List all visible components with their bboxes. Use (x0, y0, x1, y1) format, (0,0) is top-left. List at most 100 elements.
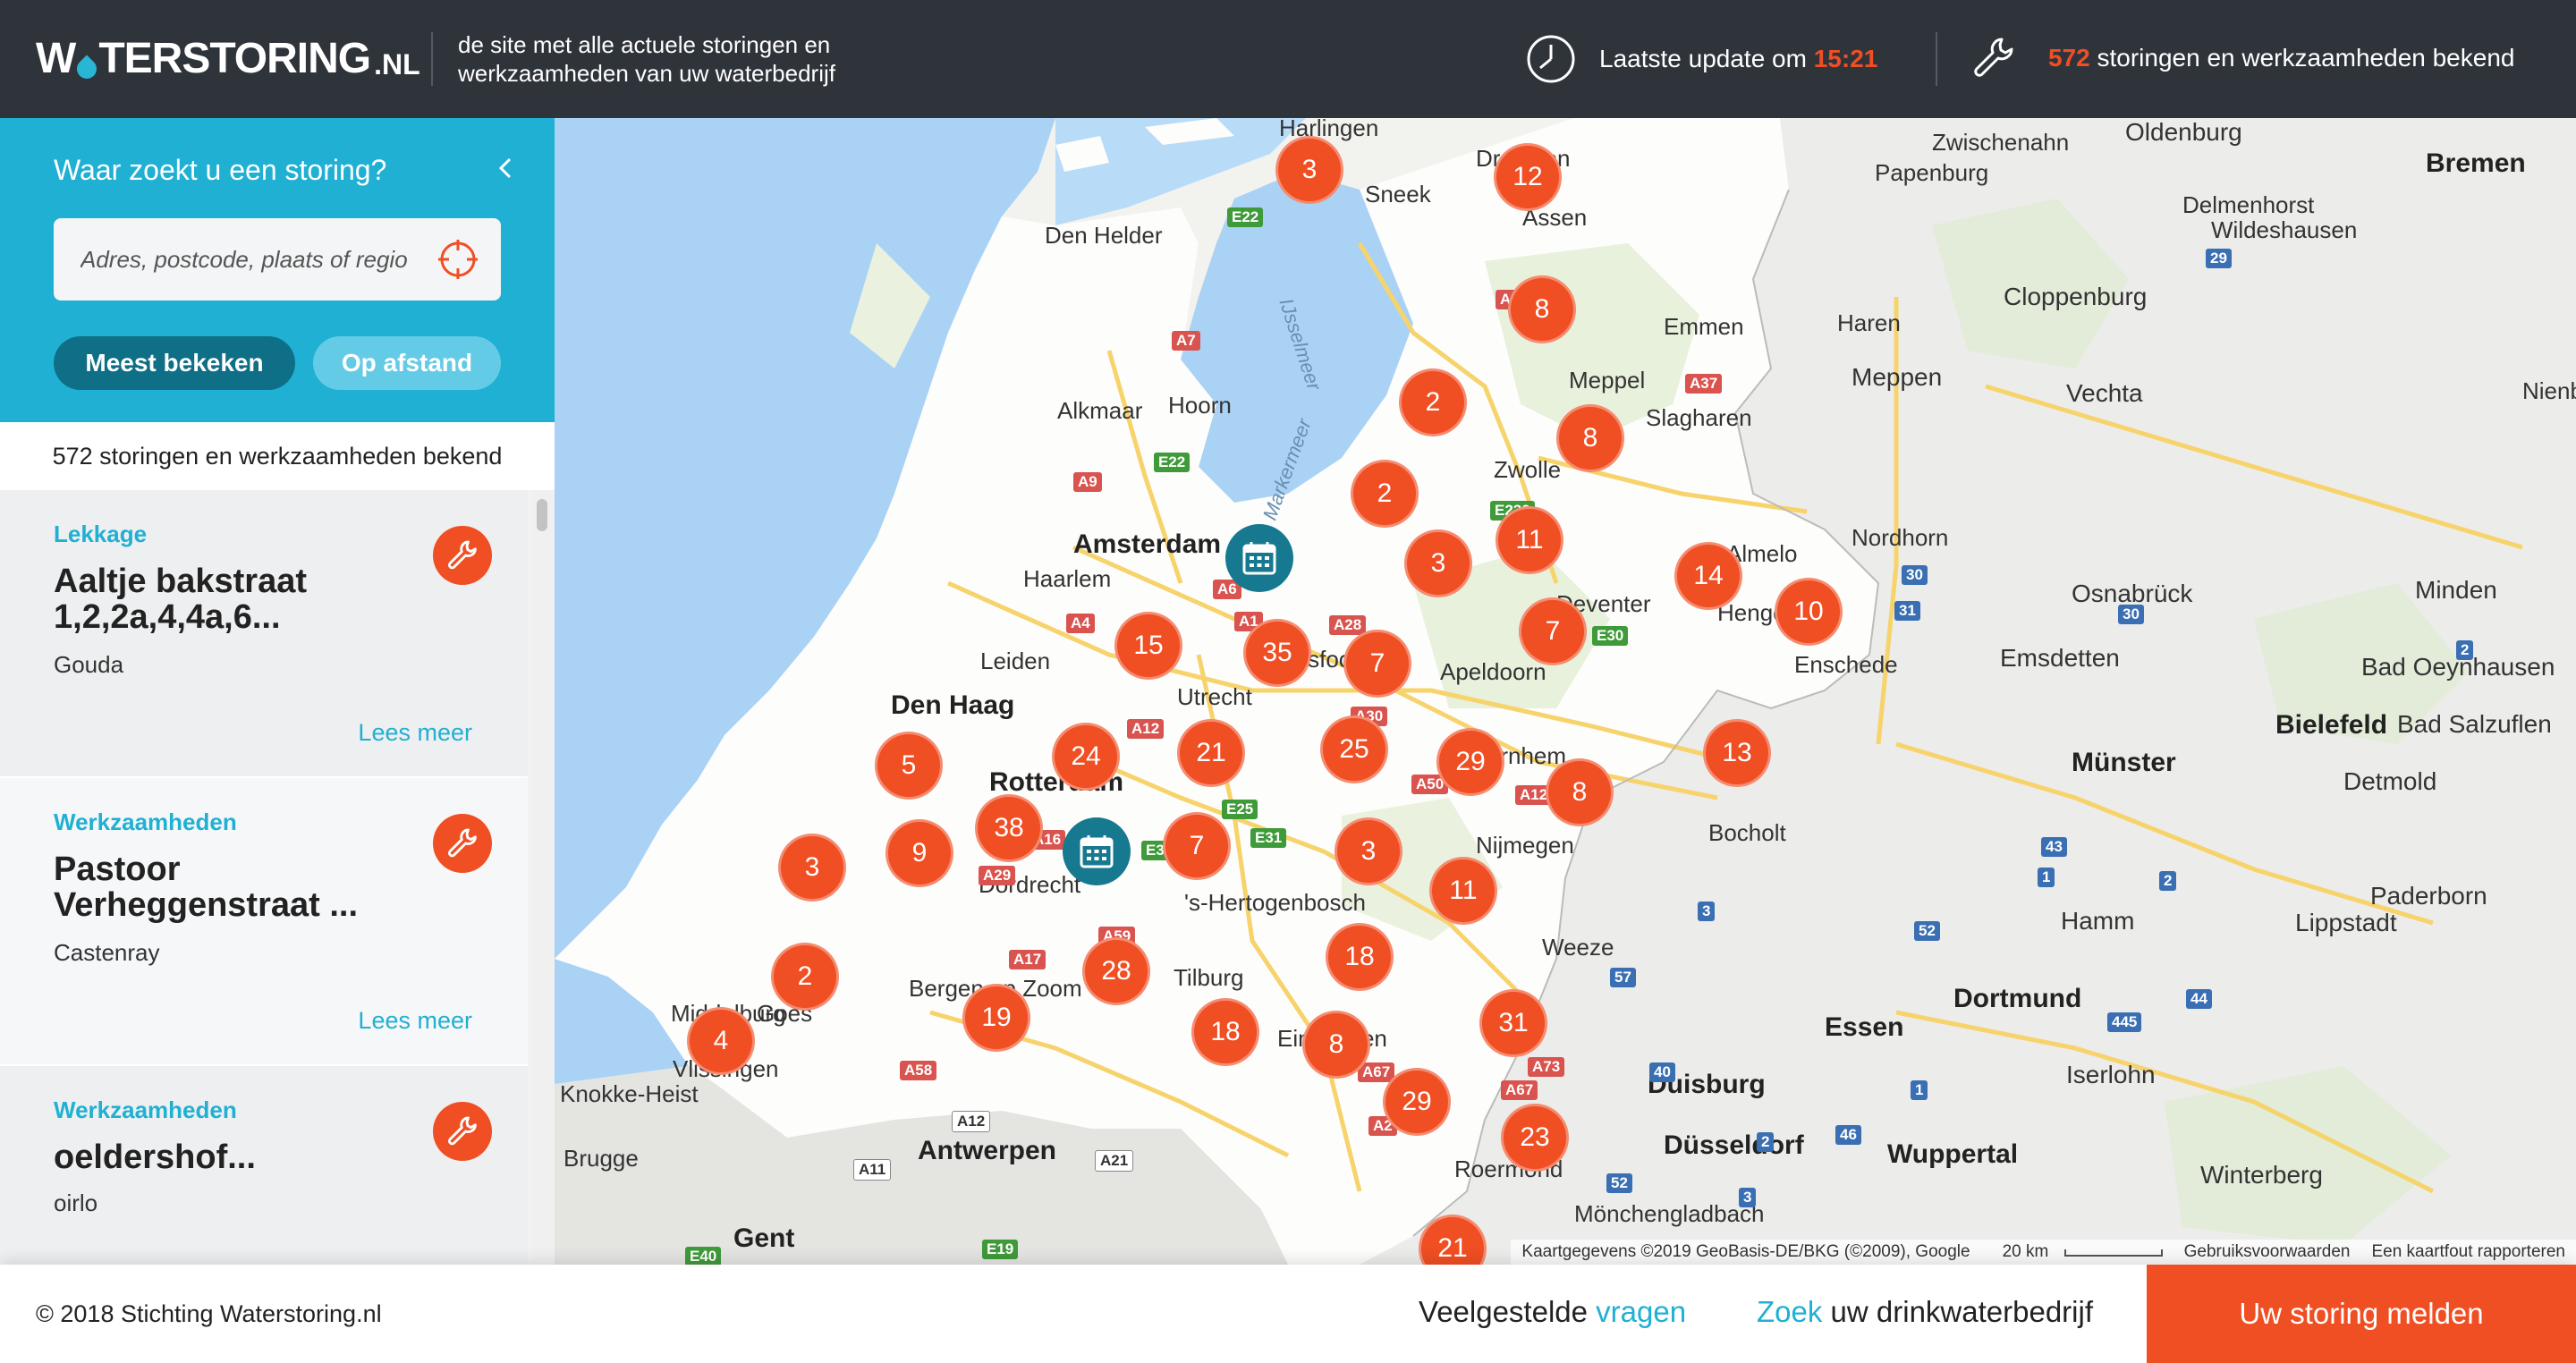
road-shield: 52 (1606, 1173, 1632, 1193)
road-shield: 57 (1610, 968, 1636, 987)
cluster-marker[interactable]: 8 (1508, 275, 1576, 343)
road-shield: 29 (2206, 249, 2232, 268)
road-shield: 43 (2041, 837, 2067, 857)
calendar-icon (1242, 542, 1276, 575)
cluster-marker[interactable]: 5 (875, 732, 943, 800)
place-label: Weeze (1542, 934, 1614, 961)
cluster-marker[interactable]: 10 (1775, 578, 1843, 646)
place-label: Düsseldorf (1664, 1130, 1804, 1160)
site-tagline: de site met alle actuele storingen en we… (458, 31, 835, 87)
cluster-marker[interactable]: 2 (771, 943, 839, 1011)
cluster-marker[interactable]: 11 (1429, 857, 1497, 925)
read-more-link[interactable]: Lees meer (358, 1007, 472, 1034)
cluster-marker[interactable]: 18 (1326, 923, 1394, 991)
locate-icon[interactable] (436, 238, 479, 281)
place-label: Hamm (2061, 907, 2135, 935)
cluster-marker[interactable]: 12 (1494, 143, 1562, 211)
place-label: Oldenburg (2125, 118, 2242, 146)
cluster-marker[interactable]: 19 (962, 984, 1030, 1052)
scroll-thumb[interactable] (537, 499, 547, 531)
cluster-marker[interactable]: 29 (1436, 728, 1504, 796)
list-item[interactable]: Lekkage Aaltje bakstraat 1,2,2a,4,4a,6..… (0, 490, 528, 778)
map[interactable]: Harlingen Drachten Zwischenahn Oldenburg… (555, 118, 2576, 1265)
cluster-marker[interactable]: 18 (1191, 998, 1259, 1066)
map-background (555, 118, 2576, 1265)
road-shield: A6 (1213, 580, 1241, 599)
list-item[interactable]: Werkzaamheden Pastoor Verheggenstraat ..… (0, 778, 528, 1066)
logo-main-b: TERSTORING (98, 35, 371, 82)
filter-distance-button[interactable]: Op afstand (313, 336, 501, 390)
place-label: Meppel (1569, 367, 1646, 394)
cluster-marker[interactable]: 14 (1674, 542, 1742, 610)
item-category: Werkzaamheden (54, 808, 237, 835)
place-label: Bielefeld (2275, 710, 2388, 740)
search-title: Waar zoekt u een storing? (54, 154, 387, 186)
report-outage-button[interactable]: Uw storing melden (2147, 1265, 2576, 1363)
cluster-marker[interactable]: 7 (1163, 812, 1231, 880)
cluster-marker[interactable]: 38 (975, 794, 1043, 862)
last-update-label: Laatste update om (1599, 45, 1814, 72)
cluster-marker[interactable]: 7 (1343, 630, 1411, 698)
chevron-left-icon[interactable] (490, 152, 522, 184)
road-shield: E19 (982, 1240, 1019, 1259)
cluster-marker[interactable]: 21 (1177, 719, 1245, 787)
cluster-marker[interactable]: 24 (1052, 723, 1120, 791)
place-label: Amsterdam (1073, 529, 1222, 559)
road-shield: 3 (1739, 1188, 1757, 1207)
calendar-marker[interactable] (1225, 524, 1293, 592)
cluster-marker[interactable]: 29 (1383, 1068, 1451, 1136)
road-shield: E22 (1154, 453, 1191, 472)
cluster-marker[interactable]: 3 (778, 834, 846, 902)
road-shield: A67 (1358, 1062, 1395, 1082)
map-report-error-link[interactable]: Een kaartfout rapporteren (2371, 1242, 2565, 1261)
filter-most-viewed-button[interactable]: Meest bekeken (54, 336, 295, 390)
road-shield: A1 (1234, 612, 1263, 631)
cluster-marker[interactable]: 21 (1419, 1215, 1487, 1265)
cluster-marker[interactable]: 2 (1351, 460, 1419, 528)
find-water-company-link[interactable]: Zoek uw drinkwaterbedrijf (1757, 1295, 2093, 1329)
road-shield: 52 (1914, 921, 1940, 941)
cluster-marker[interactable]: 15 (1114, 612, 1182, 680)
cluster-marker[interactable]: 4 (687, 1007, 755, 1075)
cluster-marker[interactable]: 11 (1496, 506, 1563, 574)
cluster-marker[interactable]: 8 (1556, 404, 1624, 472)
calendar-marker[interactable] (1063, 817, 1131, 885)
site-logo[interactable]: W TERSTORING .NL (36, 34, 420, 84)
faq-link-highlight: vragen (1596, 1295, 1687, 1328)
road-shield: A12 (1515, 785, 1553, 805)
faq-link[interactable]: Veelgestelde vragen (1419, 1295, 1686, 1329)
list-item[interactable]: Werkzaamheden oeldershof... oirlo (0, 1066, 528, 1265)
map-terms-link[interactable]: Gebruiksvoorwaarden (2183, 1242, 2351, 1261)
map-scale-bar (2063, 1249, 2163, 1257)
place-label: Den Haag (891, 690, 1015, 720)
place-label: Zwischenahn (1932, 129, 2070, 156)
read-more-link[interactable]: Lees meer (358, 719, 472, 746)
wrench-icon (433, 526, 492, 585)
item-title: Pastoor Verheggenstraat ... (54, 851, 359, 924)
place-label: Detmold (2343, 767, 2437, 795)
place-label: Apeldoorn (1440, 658, 1546, 685)
cluster-marker[interactable]: 31 (1479, 989, 1547, 1057)
faq-link-text: Veelgestelde (1419, 1295, 1597, 1328)
place-label: Emsdetten (2000, 644, 2120, 672)
cluster-marker[interactable]: 2 (1399, 368, 1467, 436)
cluster-marker[interactable]: 3 (1335, 817, 1402, 885)
cluster-marker[interactable]: 28 (1082, 937, 1150, 1005)
search-input[interactable] (80, 218, 456, 301)
road-shield: E30 (1592, 626, 1629, 646)
cluster-marker[interactable]: 23 (1501, 1104, 1569, 1172)
cluster-marker[interactable]: 8 (1546, 758, 1614, 826)
road-shield: A21 (1095, 1150, 1134, 1172)
cluster-marker[interactable]: 7 (1519, 597, 1587, 665)
list-scrollbar[interactable] (531, 490, 555, 1265)
cluster-marker[interactable]: 13 (1703, 719, 1771, 787)
cluster-marker[interactable]: 9 (886, 819, 953, 887)
place-label: Winterberg (2200, 1161, 2323, 1189)
cluster-marker[interactable]: 8 (1302, 1011, 1370, 1079)
total-count: 572 storingen en werkzaamheden bekend (1971, 36, 2514, 80)
cluster-marker[interactable]: 3 (1404, 529, 1472, 597)
cluster-marker[interactable]: 35 (1243, 619, 1311, 687)
cluster-marker[interactable]: 25 (1320, 715, 1388, 783)
cluster-marker[interactable]: 3 (1275, 136, 1343, 204)
map-scale[interactable]: 20 km (1981, 1242, 2174, 1262)
